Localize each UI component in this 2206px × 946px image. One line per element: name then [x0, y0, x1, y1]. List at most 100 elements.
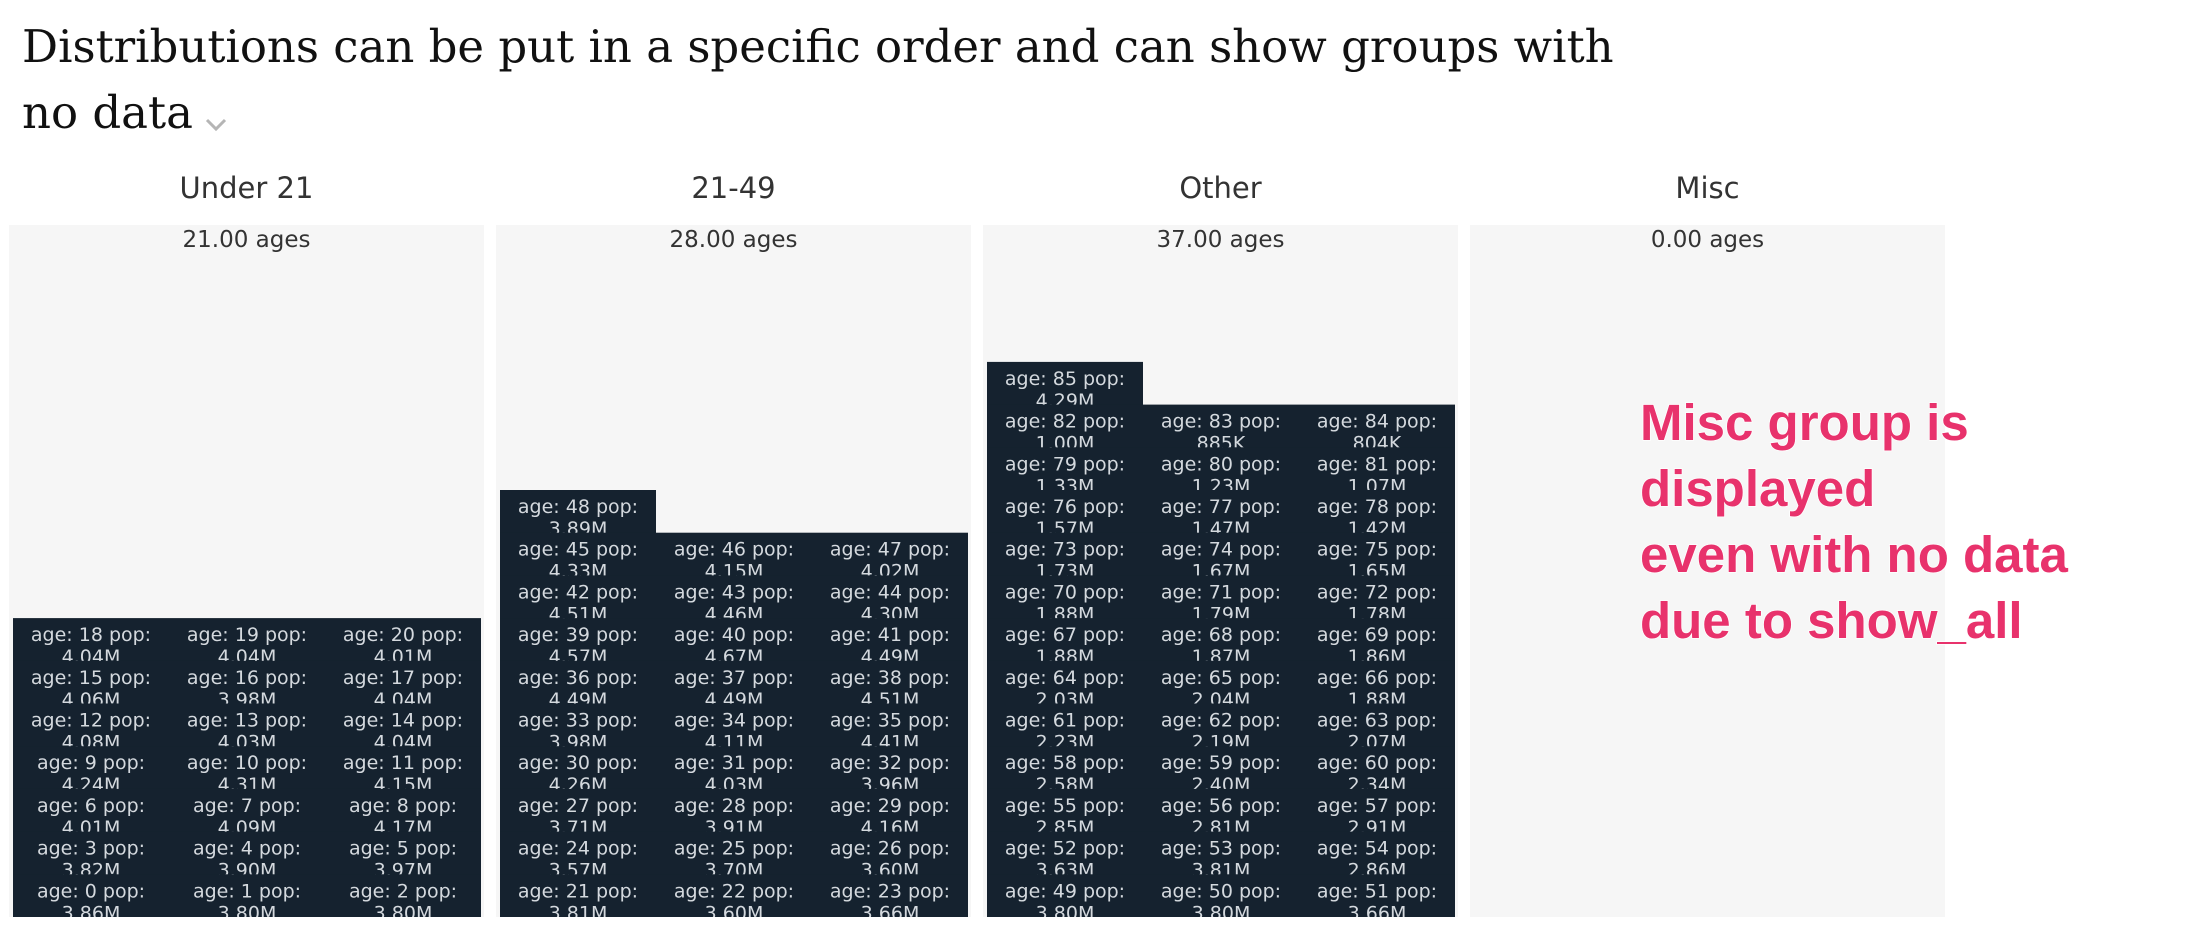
cell-rect	[325, 660, 481, 705]
cell-rect	[1143, 831, 1299, 875]
cell-rect	[656, 575, 812, 619]
cell-rect	[987, 532, 1143, 576]
cell-rect	[812, 746, 968, 790]
cell-rect	[987, 746, 1143, 790]
cell-rect	[13, 788, 169, 833]
cell-rect	[325, 703, 481, 747]
cell-rect	[500, 532, 656, 576]
cell-rect	[13, 746, 169, 790]
cell-rect	[987, 575, 1143, 619]
cell-rect	[987, 788, 1143, 833]
cell-rect	[1299, 404, 1455, 448]
cell-rect	[812, 618, 968, 662]
cell-rect	[500, 660, 656, 705]
cell-rect	[987, 703, 1143, 747]
cell-rect	[169, 874, 325, 918]
cell-rect	[1143, 618, 1299, 662]
cell-rect	[1299, 874, 1455, 918]
cell-rect	[656, 874, 812, 918]
cell-rect	[500, 874, 656, 918]
cell-rect	[656, 532, 812, 576]
cell-rect	[1143, 874, 1299, 918]
page-title-text: Distributions can be put in a specific o…	[22, 20, 1614, 139]
cell-rect	[987, 490, 1143, 534]
cell-rect	[656, 703, 812, 747]
page-title: Distributions can be put in a specific o…	[22, 14, 1642, 150]
cell-rect	[1299, 660, 1455, 705]
group-total-label: 21.00 ages	[183, 227, 311, 253]
cell-rect	[1143, 703, 1299, 747]
cell-rect	[1299, 575, 1455, 619]
cell-rect	[500, 703, 656, 747]
cell-rect	[656, 618, 812, 662]
cell-rect	[13, 874, 169, 918]
group-total-label: 0.00 ages	[1651, 227, 1764, 253]
cell-rect	[656, 788, 812, 833]
group-3: Misc 0.00 ages	[1470, 171, 1945, 917]
cell-rect	[1299, 447, 1455, 491]
cell-rect	[656, 660, 812, 705]
cell-rect	[1299, 703, 1455, 747]
group-header: Under 21	[180, 171, 314, 205]
group-total-label: 37.00 ages	[1157, 227, 1285, 253]
cell-rect	[987, 831, 1143, 875]
cell-rect	[987, 361, 1143, 406]
cell-rect	[1143, 746, 1299, 790]
cell-rect	[500, 746, 656, 790]
cell-rect	[500, 575, 656, 619]
group-total-label: 28.00 ages	[670, 227, 798, 253]
cell-rect	[169, 660, 325, 705]
cell-rect	[325, 746, 481, 790]
cell-rect	[812, 831, 968, 875]
cell-rect	[169, 746, 325, 790]
cell-rect	[500, 831, 656, 875]
cell-rect	[13, 660, 169, 705]
group-header: Other	[1179, 171, 1261, 205]
cell-rect	[987, 874, 1143, 918]
cell-rect	[1299, 490, 1455, 534]
cell-rect	[169, 831, 325, 875]
cell-rect	[987, 660, 1143, 705]
cell-rect	[169, 788, 325, 833]
cell-rect	[500, 490, 656, 534]
cell-rect	[1143, 575, 1299, 619]
cell-rect	[987, 404, 1143, 448]
cell-rect	[325, 874, 481, 918]
group-header: 21-49	[691, 171, 775, 205]
cell-rect	[13, 831, 169, 875]
cell-rect	[500, 618, 656, 662]
cell-rect	[812, 788, 968, 833]
cell-rect	[13, 703, 169, 747]
cell-rect	[656, 831, 812, 875]
cell-rect	[1299, 788, 1455, 833]
cell-rect	[1143, 447, 1299, 491]
cell-rect	[812, 874, 968, 918]
cell-rect	[13, 618, 169, 662]
cell-rect	[812, 660, 968, 705]
cell-rect	[812, 703, 968, 747]
cell-rect	[987, 618, 1143, 662]
cell-rect	[812, 532, 968, 576]
cell-rect	[325, 788, 481, 833]
cell-rect	[1299, 831, 1455, 875]
cell-rect	[169, 703, 325, 747]
group-panel	[1470, 225, 1945, 917]
cell-rect	[1143, 660, 1299, 705]
cell-rect	[656, 746, 812, 790]
cell-rect	[1143, 404, 1299, 448]
cell-rect	[1299, 532, 1455, 576]
cell-rect	[1299, 746, 1455, 790]
group-header: Misc	[1675, 171, 1739, 205]
chevron-down-icon[interactable]	[205, 84, 227, 150]
panel-bottom-clip	[496, 917, 971, 929]
panel-bottom-clip	[9, 917, 484, 929]
cell-rect	[812, 575, 968, 619]
cell-rect	[1143, 788, 1299, 833]
cell-rect	[169, 618, 325, 662]
cell-rect	[1143, 532, 1299, 576]
panel-bottom-clip	[983, 917, 1458, 929]
